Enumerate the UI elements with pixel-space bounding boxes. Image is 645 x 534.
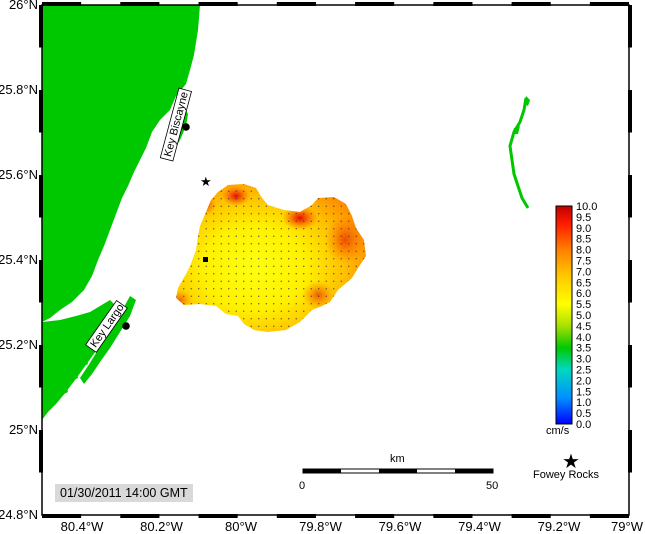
fowey-rocks-label: Fowey Rocks (533, 469, 600, 481)
latitude-label: 25.8°N (0, 82, 38, 97)
colorbar-tick-label: 4.0 (576, 332, 591, 344)
colorbar-gradient (555, 205, 573, 425)
map-frame (39, 2, 632, 518)
colorbar-tick-label: 0.5 (576, 408, 591, 420)
bahamas-bimini (508, 97, 530, 209)
colorbar-tick-label: 0.0 (576, 419, 591, 431)
colorbar-tick-labels: 10.09.59.08.58.07.57.06.56.05.55.04.54.0… (576, 201, 597, 431)
latitude-label: 25.6°N (0, 167, 38, 182)
colorbar-unit: cm/s (546, 425, 570, 437)
colorbar-tick-label: 9.0 (576, 223, 591, 235)
colorbar-tick-label: 7.0 (576, 266, 591, 278)
colorbar-tick-label: 3.5 (576, 343, 591, 355)
longitude-label: 80.2°W (140, 519, 184, 534)
longitude-label: 79.2°W (538, 519, 582, 534)
colorbar-tick-label: 9.5 (576, 212, 591, 224)
timestamp-label: 01/30/2011 14:00 GMT (60, 486, 188, 500)
latitude-label: 26°N (9, 0, 38, 12)
longitude-labels: 80.4°W 80.2°W 80°W 79.8°W 79.6°W 79.4°W 79.2°W… (61, 519, 644, 534)
longitude-label: 79°W (611, 519, 644, 534)
station-star-marker: ★ (200, 174, 212, 189)
latitude-label: 25°N (9, 422, 38, 437)
station-square-marker (203, 257, 208, 262)
colorbar-tick-label: 3.0 (576, 354, 591, 366)
colorbar-tick-label: 5.5 (576, 299, 591, 311)
latitude-labels: 26°N 25.8°N 25.6°N 25.4°N 25.2°N 25°N 24.8°N (0, 0, 38, 522)
scale-bar-title: km (390, 453, 405, 465)
longitude-label: 80.4°W (61, 519, 105, 534)
florida-mainland (42, 5, 200, 322)
colorbar-tick-label: 6.5 (576, 277, 591, 289)
bahamas-islet (512, 96, 530, 134)
colorbar: 10.09.59.08.58.07.57.06.56.05.55.04.54.0… (546, 201, 597, 437)
latitude-label: 25.4°N (0, 252, 38, 267)
colorbar-tick-label: 5.0 (576, 310, 591, 322)
key-largo-island (80, 296, 136, 384)
key-biscayne-marker (182, 123, 190, 131)
scale-bar: km 0 50 (299, 453, 498, 492)
colorbar-tick-label: 4.5 (576, 321, 591, 333)
colorbar-tick-label: 10.0 (576, 201, 597, 213)
colorbar-tick-label: 2.0 (576, 375, 591, 387)
colorbar-tick-label: 8.0 (576, 245, 591, 257)
timestamp-box: 01/30/2011 14:00 GMT (55, 484, 193, 502)
key-largo-marker (122, 322, 130, 330)
colorbar-tick-label: 8.5 (576, 234, 591, 246)
longitude-label: 79.8°W (299, 519, 343, 534)
colorbar-tick-label: 7.5 (576, 256, 591, 268)
colorbar-tick-label: 2.5 (576, 365, 591, 377)
longitude-label: 79.6°W (379, 519, 423, 534)
longitude-label: 79.4°W (458, 519, 502, 534)
latitude-label: 25.2°N (0, 337, 38, 352)
scale-bar-start-label: 0 (299, 480, 305, 492)
current-speed-field (176, 184, 366, 332)
colorbar-tick-label: 6.0 (576, 288, 591, 300)
fowey-rocks-star: ★ (562, 451, 580, 473)
colorbar-tick-label: 1.5 (576, 386, 591, 398)
longitude-label: 80°W (225, 519, 258, 534)
colorbar-tick-label: 1.0 (576, 397, 591, 409)
latitude-label: 24.8°N (0, 507, 38, 522)
scale-bar-end-label: 50 (486, 480, 498, 492)
